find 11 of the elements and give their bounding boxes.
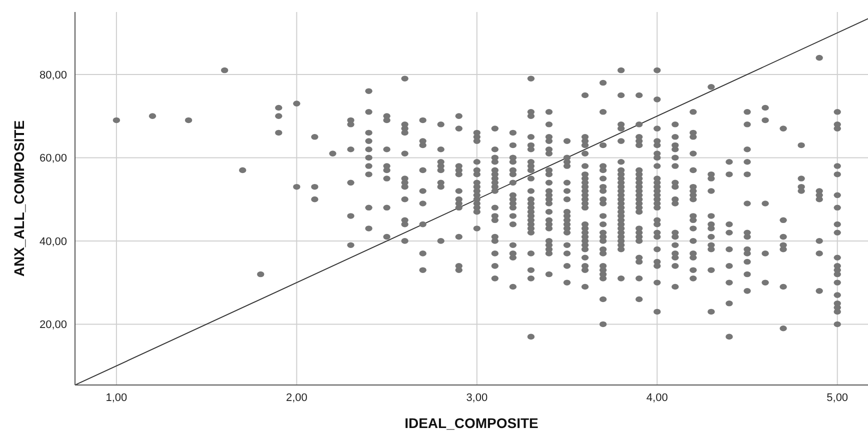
y-tick-label: 20,00 [39,319,67,332]
x-tick-label: 5,00 [826,392,848,404]
x-tick-label: 1,00 [106,392,128,404]
y-tick-label: 80,00 [39,69,67,82]
y-tick-label: 40,00 [39,236,67,248]
x-tick-label: 3,00 [466,392,488,404]
x-axis-title: IDEAL_COMPOSITE [404,415,538,431]
y-axis-title: ANX_ALL_COMPOSITE [10,120,27,277]
y-tick-label: 60,00 [39,152,67,165]
x-tick-label: 4,00 [646,392,668,404]
x-tick-label: 2,00 [286,392,308,404]
